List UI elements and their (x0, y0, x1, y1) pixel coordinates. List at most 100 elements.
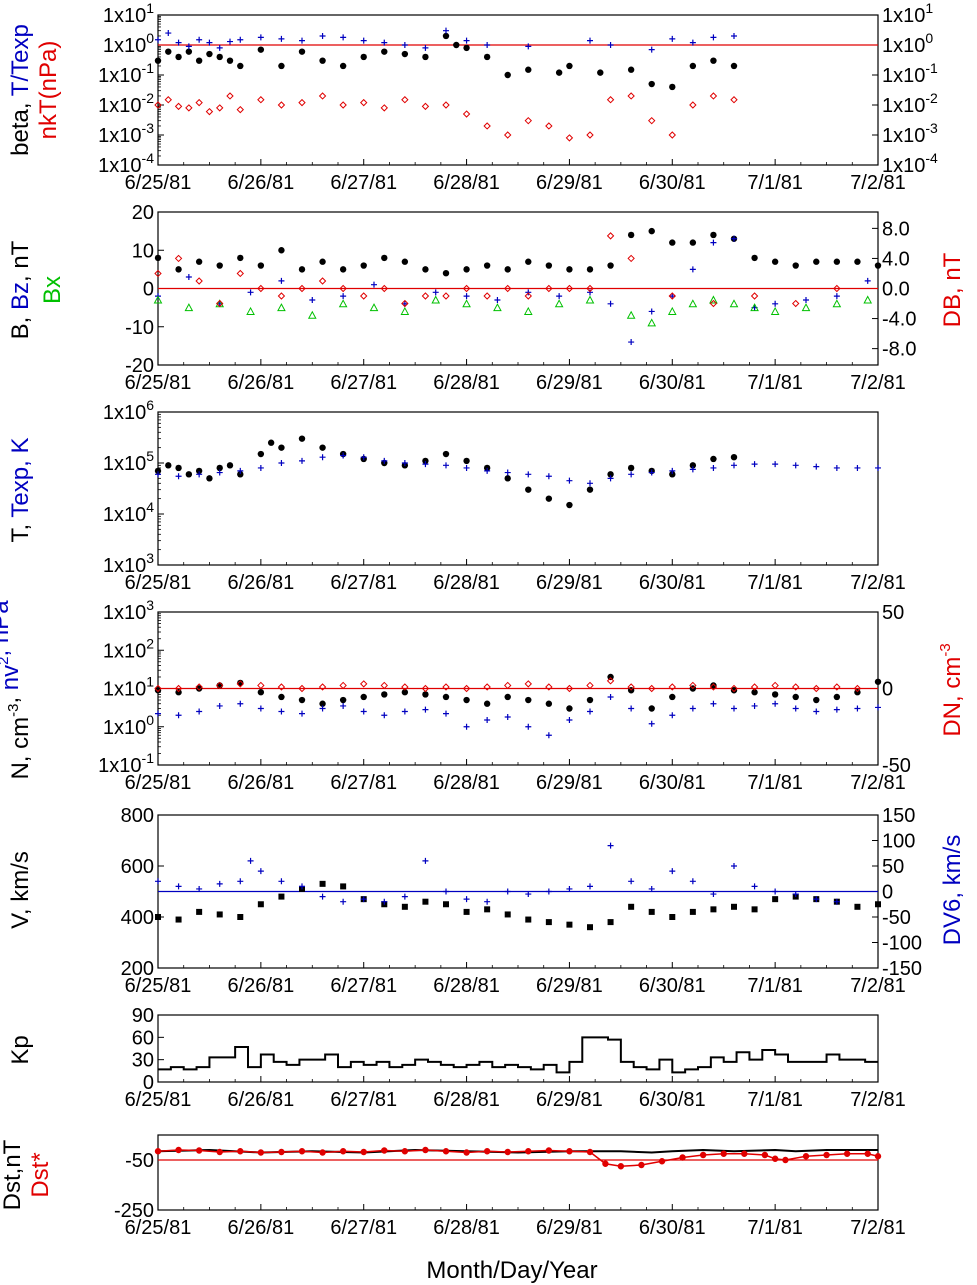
data-point (318, 92, 327, 100)
data-point (689, 101, 697, 109)
data-point (277, 683, 286, 691)
data-point (689, 62, 697, 70)
data-point (462, 284, 471, 293)
x-tick-label: 6/25/81 (125, 772, 192, 794)
series-t (154, 435, 738, 509)
x-tick-label: 7/2/81 (850, 975, 906, 997)
data-point (545, 122, 553, 130)
data-point (319, 700, 326, 707)
y-tick-label: 90 (132, 1005, 154, 1027)
data-point (627, 92, 635, 100)
data-point (587, 883, 593, 890)
data-point (833, 683, 841, 691)
y-axis-label: T, Texp, K (7, 438, 34, 543)
y-tick-label: 0 (143, 1072, 154, 1094)
series-texp (155, 452, 881, 487)
data-point (813, 896, 820, 903)
data-point (710, 700, 717, 707)
x-tick-label: 6/29/81 (536, 372, 603, 394)
data-point (647, 318, 657, 327)
data-point (586, 266, 594, 273)
data-point (154, 269, 162, 278)
data-point (175, 53, 182, 61)
y-tick-label: 600 (121, 856, 154, 878)
data-point (587, 708, 593, 715)
y-axis-label-secondary: Bx (39, 276, 66, 304)
data-point (607, 673, 614, 681)
data-point (504, 888, 511, 895)
data-point (607, 842, 614, 849)
data-point (175, 464, 182, 472)
series-db (154, 232, 841, 308)
series-b (154, 227, 882, 277)
x-tick-label: 6/29/81 (536, 1217, 603, 1239)
data-point (443, 888, 449, 895)
y-tick-label: 1x10-3 (98, 120, 154, 147)
x-tick-label: 6/26/81 (227, 372, 294, 394)
right-tick-label: 0 (882, 882, 893, 904)
x-tick-label: 6/28/81 (433, 372, 500, 394)
data-point (257, 681, 265, 690)
data-point (729, 299, 739, 308)
data-point (709, 299, 718, 308)
data-point (483, 683, 491, 691)
data-point (833, 693, 841, 701)
data-point (833, 284, 841, 293)
data-point (400, 306, 410, 315)
data-point (196, 471, 203, 478)
right-tick-label: 50 (882, 856, 904, 878)
data-point (401, 300, 408, 307)
data-point (442, 450, 450, 458)
series-v (155, 880, 881, 931)
x-tick-label: 6/29/81 (536, 975, 603, 997)
data-point (813, 696, 820, 704)
data-point (772, 888, 779, 895)
right-tick-label: -8.0 (882, 339, 916, 361)
data-point (668, 683, 676, 691)
data-point (175, 266, 182, 273)
y-axis-label: N, cm-3, nv2, nPa (0, 600, 34, 780)
data-point (340, 702, 347, 709)
data-point (298, 284, 306, 293)
data-point (360, 693, 367, 701)
data-point (155, 36, 161, 43)
data-point (772, 700, 779, 707)
data-point (278, 35, 285, 42)
data-point (175, 712, 182, 719)
data-point (237, 62, 244, 70)
data-point (565, 134, 574, 142)
data-point (381, 48, 388, 55)
data-point (462, 684, 471, 693)
data-point (587, 924, 593, 931)
data-point (751, 689, 758, 696)
right-tick-label: -4.0 (882, 309, 916, 331)
data-point (339, 101, 347, 109)
data-point (607, 300, 614, 307)
data-point (545, 919, 552, 926)
data-point (237, 914, 244, 920)
data-point (669, 83, 676, 91)
data-point (627, 683, 635, 691)
data-point (339, 62, 347, 70)
data-point (545, 700, 553, 707)
data-point (196, 908, 203, 915)
y-tick-label: 1x100 (103, 30, 154, 57)
x-tick-label: 6/29/81 (536, 172, 603, 194)
data-point (689, 239, 697, 246)
plot-frame (157, 1014, 879, 1083)
data-point (689, 466, 696, 473)
y-tick-label: 1x10-1 (98, 60, 154, 87)
data-point (854, 464, 861, 471)
data-point (174, 254, 183, 263)
data-point (710, 231, 717, 239)
y-axis-label: Kp (7, 1035, 34, 1064)
data-point (545, 888, 552, 895)
data-point (524, 116, 532, 125)
data-point (709, 683, 718, 691)
data-point (648, 908, 655, 915)
data-point (833, 706, 840, 713)
panel-n: 1x103 1x102 1x101 1x100 1x10-1 50 0 -50 6/25/81 6… (0, 597, 966, 794)
series-t-texp (155, 27, 737, 53)
data-point (731, 32, 737, 39)
data-point (648, 227, 655, 235)
